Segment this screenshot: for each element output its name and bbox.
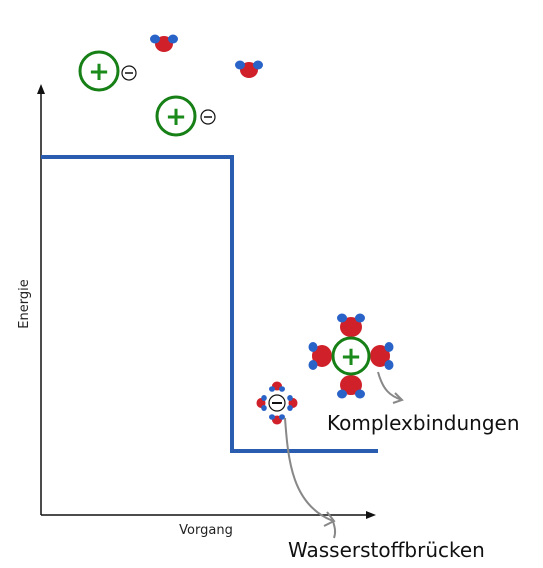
hydrated-cation-complex: + (308, 313, 394, 399)
hydrated-anion-hbond (256, 381, 298, 425)
y-axis-label: Energie (17, 279, 32, 328)
free-anion (200, 109, 216, 125)
free-anion (121, 65, 137, 81)
cation-sign: + (340, 342, 362, 372)
x-axis (41, 511, 376, 519)
free-cation: + (78, 50, 120, 92)
hydrogen-bonds-label: Wasserstoffbrücken (288, 538, 485, 562)
cation-ring (331, 336, 371, 376)
free-water-molecule (150, 34, 178, 52)
svg-text:+: + (88, 57, 110, 87)
x-axis-arrowhead (366, 511, 376, 519)
free-water-molecule (235, 60, 263, 78)
x-axis-label: Vorgang (179, 523, 233, 538)
free-cation: + (155, 95, 197, 137)
hbond-pointer (284, 417, 337, 539)
complex-bond-pointer (377, 371, 404, 404)
y-axis (37, 84, 45, 515)
energy-level-line (41, 155, 378, 453)
complex-bonds-label: Komplexbindungen (327, 411, 520, 435)
svg-text:+: + (165, 102, 187, 132)
y-axis-arrowhead (37, 84, 45, 94)
